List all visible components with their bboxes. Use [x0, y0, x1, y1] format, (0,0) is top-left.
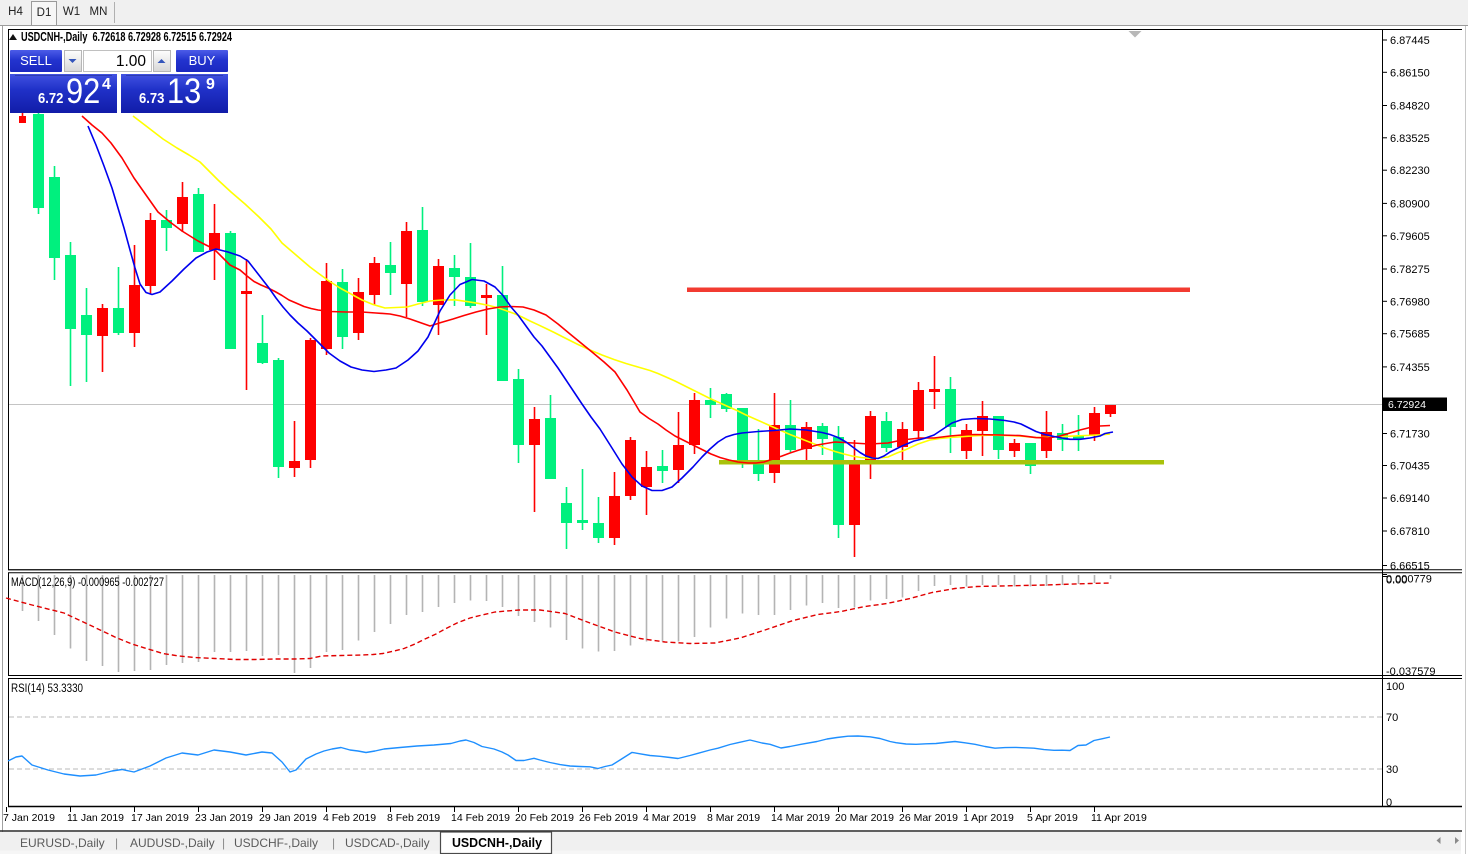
- svg-text:26 Feb 2019: 26 Feb 2019: [579, 812, 638, 824]
- svg-text:6.79605: 6.79605: [1390, 231, 1430, 243]
- svg-text:USDCAD-,Daily: USDCAD-,Daily: [345, 836, 430, 850]
- svg-text:6.78275: 6.78275: [1390, 264, 1430, 276]
- svg-text:7 Jan 2019: 7 Jan 2019: [3, 812, 55, 824]
- svg-text:6.75685: 6.75685: [1390, 329, 1430, 341]
- svg-text:6.69140: 6.69140: [1390, 493, 1430, 505]
- svg-text:6.71730: 6.71730: [1390, 429, 1430, 441]
- svg-text:5 Apr 2019: 5 Apr 2019: [1027, 812, 1078, 824]
- svg-text:MACD(12,26,9) -0.000965 -0.002: MACD(12,26,9) -0.000965 -0.002727: [11, 577, 164, 589]
- svg-text:6.70435: 6.70435: [1390, 461, 1430, 473]
- svg-text:70: 70: [1386, 712, 1398, 724]
- svg-text:11 Jan 2019: 11 Jan 2019: [67, 812, 124, 824]
- svg-text:4 Mar 2019: 4 Mar 2019: [643, 812, 696, 824]
- svg-text:4 Feb 2019: 4 Feb 2019: [323, 812, 376, 824]
- svg-text:30: 30: [1386, 764, 1398, 776]
- svg-text:-0.037579: -0.037579: [1386, 666, 1436, 678]
- svg-text:11 Apr 2019: 11 Apr 2019: [1091, 812, 1147, 824]
- svg-text:6.82230: 6.82230: [1390, 165, 1430, 177]
- svg-text:6.86150: 6.86150: [1390, 67, 1430, 79]
- svg-text:6.84820: 6.84820: [1390, 101, 1430, 113]
- svg-text:AUDUSD-,Daily: AUDUSD-,Daily: [130, 836, 215, 850]
- svg-text:|: |: [115, 836, 118, 850]
- svg-text:|: |: [332, 836, 335, 850]
- svg-text:6.74355: 6.74355: [1390, 362, 1430, 374]
- svg-text:USDCHF-,Daily: USDCHF-,Daily: [234, 836, 318, 850]
- svg-text:EURUSD-,Daily: EURUSD-,Daily: [20, 836, 105, 850]
- svg-text:6.87445: 6.87445: [1390, 35, 1430, 47]
- svg-text:6.80900: 6.80900: [1390, 198, 1430, 210]
- svg-text:14 Mar 2019: 14 Mar 2019: [771, 812, 830, 824]
- svg-text:8 Mar 2019: 8 Mar 2019: [707, 812, 760, 824]
- svg-text:1 Apr 2019: 1 Apr 2019: [963, 812, 1014, 824]
- svg-text:26 Mar 2019: 26 Mar 2019: [899, 812, 958, 824]
- svg-text:USDCNH-,Daily: USDCNH-,Daily: [452, 836, 542, 850]
- svg-text:USDCNH-,Daily 6.72618 6.72928: USDCNH-,Daily 6.72618 6.72928 6.72515 6.…: [21, 30, 232, 44]
- svg-text:6.83525: 6.83525: [1390, 133, 1430, 145]
- svg-text:6.66515: 6.66515: [1390, 561, 1430, 573]
- svg-text:6.76980: 6.76980: [1390, 296, 1430, 308]
- svg-text:0.000779: 0.000779: [1386, 574, 1432, 586]
- svg-text:14 Feb 2019: 14 Feb 2019: [451, 812, 510, 824]
- svg-text:0: 0: [1386, 797, 1392, 809]
- svg-text:0.00: 0.00: [1386, 575, 1407, 587]
- svg-text:100: 100: [1386, 681, 1404, 693]
- svg-text:20 Feb 2019: 20 Feb 2019: [515, 812, 574, 824]
- svg-text:|: |: [222, 836, 225, 850]
- svg-text:17 Jan 2019: 17 Jan 2019: [131, 812, 189, 824]
- svg-text:29 Jan 2019: 29 Jan 2019: [259, 812, 317, 824]
- svg-text:6.72924: 6.72924: [1388, 399, 1426, 411]
- svg-text:8 Feb 2019: 8 Feb 2019: [387, 812, 440, 824]
- svg-text:RSI(14) 53.3330: RSI(14) 53.3330: [11, 683, 83, 695]
- svg-text:23 Jan 2019: 23 Jan 2019: [195, 812, 253, 824]
- svg-text:6.67810: 6.67810: [1390, 526, 1430, 538]
- svg-text:20 Mar 2019: 20 Mar 2019: [835, 812, 894, 824]
